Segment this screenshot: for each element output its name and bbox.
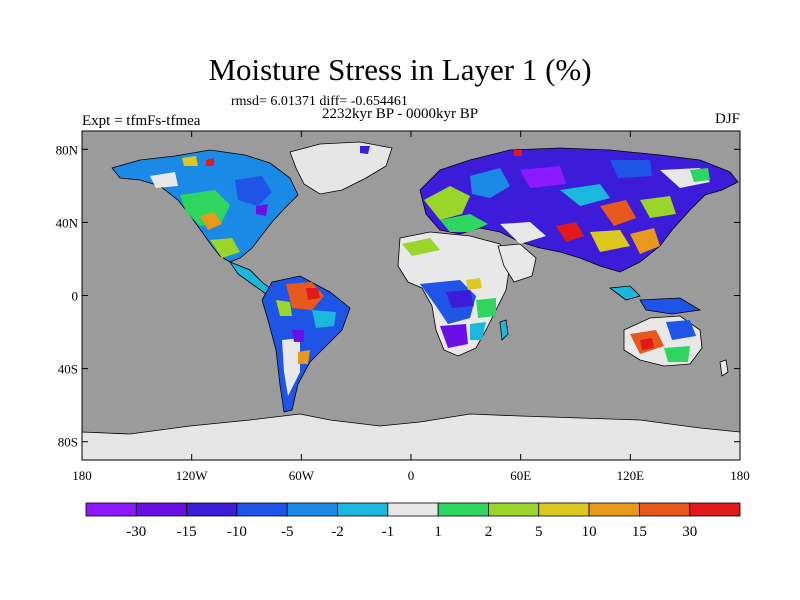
lat-tick-label: 80N bbox=[56, 142, 79, 157]
colorbar-label: -1 bbox=[382, 524, 395, 540]
colorbar-swatch bbox=[236, 502, 288, 517]
africa-anomalies bbox=[402, 238, 496, 348]
colorbar-label: -30 bbox=[126, 524, 146, 540]
colorbar-swatch bbox=[437, 502, 489, 517]
lat-tick-label: 80S bbox=[58, 435, 78, 450]
colorbar-label: 5 bbox=[535, 524, 543, 540]
colorbar-label: 10 bbox=[582, 524, 597, 540]
plot-title: Moisture Stress in Layer 1 (%) bbox=[208, 52, 592, 87]
lon-tick-label: 120E bbox=[617, 468, 645, 483]
south-america-anomalies bbox=[276, 282, 336, 396]
map-panel bbox=[82, 131, 740, 460]
colorbar-swatch bbox=[588, 502, 640, 517]
colorbar-swatch bbox=[387, 502, 439, 517]
lat-tick-label: 40N bbox=[56, 215, 79, 230]
colorbar-swatch bbox=[488, 502, 540, 517]
experiment-label: Expt = tfmFs-tfmea bbox=[82, 113, 201, 129]
lon-tick-label: 180 bbox=[72, 468, 92, 483]
colorbar-label: -15 bbox=[177, 524, 197, 540]
season-label: DJF bbox=[714, 111, 740, 127]
lon-tick-label: 60W bbox=[289, 468, 315, 483]
madagascar bbox=[499, 319, 509, 341]
period-label: 2232kyr BP - 0000kyr BP bbox=[322, 106, 479, 122]
colorbar-swatch bbox=[286, 502, 338, 517]
australia-anomalies bbox=[630, 320, 696, 362]
lat-tick-label: 40S bbox=[58, 362, 78, 377]
colorbar-label: 15 bbox=[632, 524, 647, 540]
colorbar-swatch bbox=[538, 502, 590, 517]
colorbar-swatch bbox=[689, 502, 741, 517]
colorbar-swatch bbox=[85, 502, 137, 517]
southeast-asia-islands bbox=[608, 285, 641, 301]
colorbar-label: 1 bbox=[434, 524, 442, 540]
axis-ticks: 180 120W 60W 0 60E 120E 180 80N 40N 0 40S 80S bbox=[56, 131, 750, 483]
greenland-anomaly bbox=[360, 146, 370, 154]
colorbar-swatch bbox=[186, 502, 238, 517]
colorbar-label: -5 bbox=[281, 524, 294, 540]
eurasia-anomalies bbox=[424, 150, 710, 254]
stats-label: rmsd= 6.01371 diff= -0.654461 bbox=[231, 94, 408, 109]
north-america-anomalies bbox=[150, 156, 272, 258]
arabia bbox=[497, 243, 537, 283]
lat-tick-label: 0 bbox=[72, 289, 79, 304]
colorbar-label: -2 bbox=[331, 524, 344, 540]
colorbar-label: 2 bbox=[485, 524, 493, 540]
colorbar-swatch bbox=[135, 502, 188, 517]
greenland bbox=[289, 141, 393, 195]
new-zealand bbox=[719, 359, 729, 377]
colorbar-label: -10 bbox=[227, 524, 247, 540]
lon-tick-label: 60E bbox=[510, 468, 531, 483]
antarctica bbox=[82, 413, 740, 460]
lon-tick-label: 0 bbox=[408, 468, 415, 483]
lon-tick-label: 120W bbox=[176, 468, 209, 483]
colorbar-swatch bbox=[337, 502, 389, 517]
colorbar-label: 30 bbox=[682, 524, 697, 540]
indonesia bbox=[639, 297, 702, 315]
colorbar-swatch bbox=[638, 502, 691, 517]
colorbar: -30 -15 -10 -5 -2 -1 1 2 5 10 15 30 bbox=[85, 502, 741, 540]
lon-tick-label: 180 bbox=[730, 468, 750, 483]
